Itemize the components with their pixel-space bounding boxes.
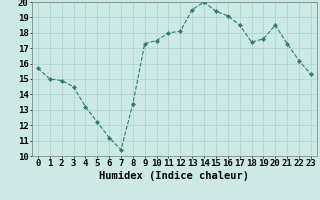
X-axis label: Humidex (Indice chaleur): Humidex (Indice chaleur) xyxy=(100,171,249,181)
